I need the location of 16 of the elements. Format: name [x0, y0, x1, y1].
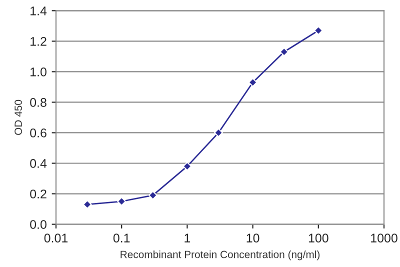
y-tick-label: 0.4	[30, 159, 47, 168]
y-tick-label: 1.4	[30, 6, 47, 16]
y-tick-label: 0.2	[30, 190, 46, 198]
y-tick-label: 0.6	[30, 128, 46, 138]
y-tick-label: 1.0	[30, 68, 46, 76]
x-tick-label: 0.01	[44, 234, 68, 242]
x-tick-label: 0.1	[113, 234, 130, 242]
y-tick-label: 0.8	[30, 98, 46, 107]
x-axis-title: Recombinant Protein Concentration (ng/ml)	[120, 250, 320, 260]
x-tick-label: 1000	[371, 234, 398, 242]
x-tick-label: 10	[246, 234, 260, 242]
x-tick-label: 1	[184, 234, 190, 242]
x-tick-label: 100	[308, 234, 328, 242]
y-tick-label: 1.2	[30, 36, 46, 46]
y-tick-label: 0.0	[30, 220, 46, 229]
y-axis-title: OD 450	[14, 100, 22, 135]
